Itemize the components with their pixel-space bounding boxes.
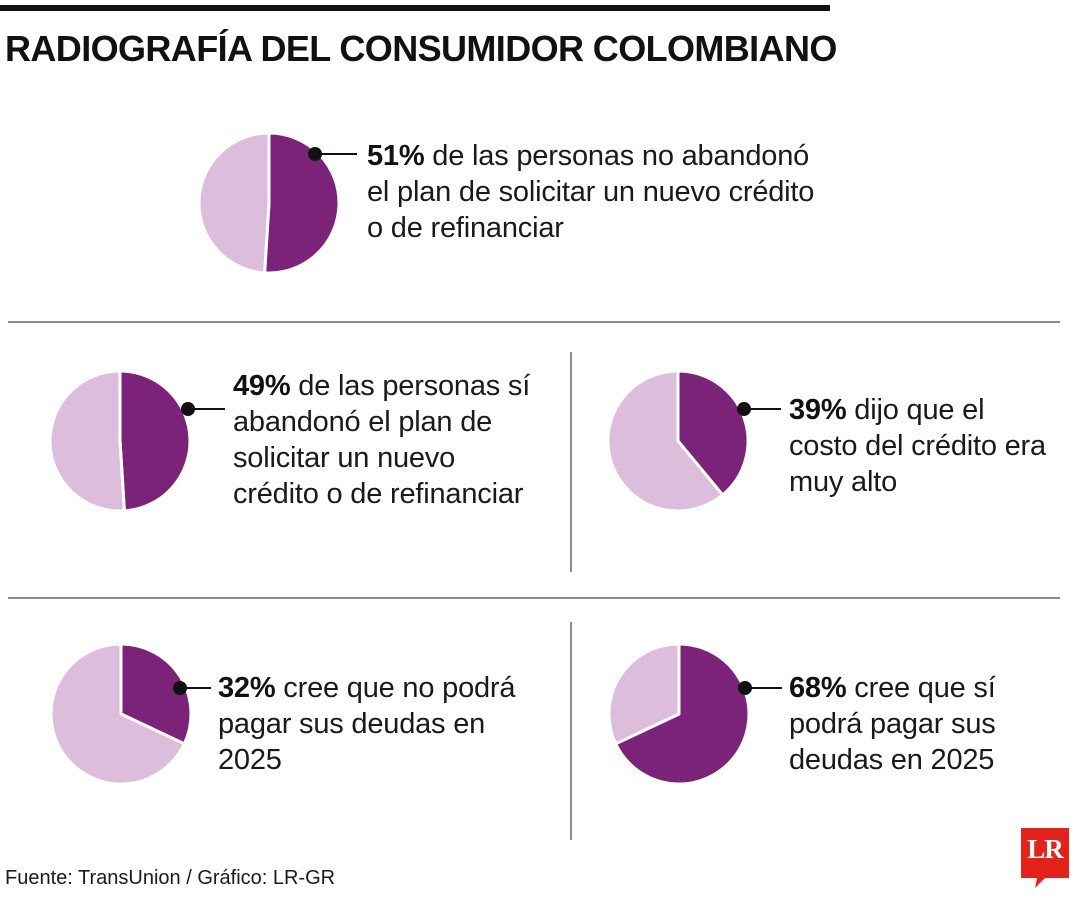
pie-slice-remainder — [606, 369, 725, 513]
value-label-49: 49% — [233, 370, 291, 402]
value-label-39: 39% — [789, 394, 847, 426]
caption-39: 39% dijo que el costo del crédito era mu… — [789, 392, 1049, 500]
leader-line-32 — [181, 687, 211, 689]
lr-logo-badge — [1021, 828, 1069, 888]
pie-slice-primary — [676, 369, 750, 497]
chart-title: RADIOGRAFÍA DEL CONSUMIDOR COLOMBIANO — [5, 28, 837, 69]
leader-dot-51 — [308, 147, 322, 161]
leader-dot-32 — [173, 681, 187, 695]
value-label-32: 32% — [218, 672, 276, 704]
caption-32: 32% cree que no podrá pagar sus deudas e… — [218, 670, 518, 778]
leader-dot-39 — [737, 402, 751, 416]
divider-2 — [8, 597, 1060, 599]
leader-line-39 — [745, 408, 781, 410]
pie-slice-remainder — [197, 131, 271, 275]
leader-dot-68 — [738, 681, 752, 695]
column-divider-1 — [570, 352, 572, 572]
leader-line-51 — [315, 153, 357, 155]
pie-slice-primary — [118, 369, 192, 513]
leader-dot-49 — [181, 402, 195, 416]
leader-line-68 — [746, 687, 782, 689]
divider-1 — [8, 321, 1060, 323]
pie-chart-51 — [197, 131, 341, 275]
value-label-51: 51% — [367, 140, 425, 172]
caption-text-51: de las personas no abandonó el plan de s… — [367, 140, 815, 244]
pie-slice-primary — [614, 642, 751, 786]
leader-line-49 — [189, 408, 225, 410]
caption-text-39: dijo que el costo del crédito era muy al… — [789, 394, 1046, 498]
pie-chart-39 — [606, 369, 750, 513]
caption-text-32: cree que no podrá pagar sus deudas en 20… — [218, 672, 516, 776]
pie-slice-primary — [263, 131, 341, 275]
pie-chart-68 — [607, 642, 751, 786]
pie-chart-32 — [49, 642, 193, 786]
source-footer: Fuente: TransUnion / Gráfico: LR-GR — [5, 867, 336, 889]
caption-68: 68% cree que sí podrá pagar sus deudas e… — [789, 670, 1014, 778]
caption-51: 51% de las personas no abandonó el plan … — [367, 138, 837, 246]
pie-slice-remainder — [48, 369, 126, 513]
caption-text-68: cree que sí podrá pagar sus deudas en 20… — [789, 672, 996, 776]
pie-slice-primary — [119, 642, 193, 746]
pie-slice-remainder — [607, 642, 681, 746]
column-divider-2 — [570, 622, 572, 840]
value-label-68: 68% — [789, 672, 847, 704]
lr-logo: LR — [1021, 828, 1069, 888]
lr-logo-text: LR — [1027, 834, 1064, 864]
pie-chart-49 — [48, 369, 192, 513]
pie-slice-remainder — [49, 642, 186, 786]
caption-text-49: de las personas sí abandonó el plan de s… — [233, 370, 531, 510]
caption-49: 49% de las personas sí abandonó el plan … — [233, 368, 543, 512]
top-rule — [0, 5, 830, 11]
